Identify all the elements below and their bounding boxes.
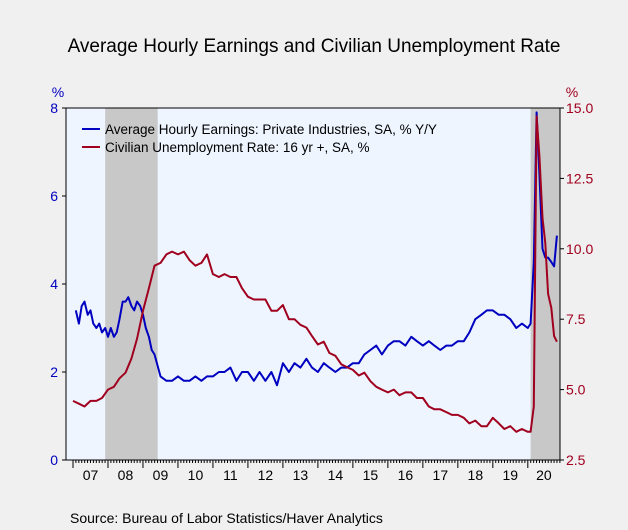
x-tick-label: 09 (153, 467, 169, 483)
earnings-line (74, 111, 558, 387)
x-tick-label: 12 (258, 467, 274, 483)
right-tick-label: 5.0 (566, 382, 586, 398)
x-tick-label: 08 (118, 467, 134, 483)
left-tick-label: 4 (50, 276, 58, 292)
x-tick-label: 19 (503, 467, 519, 483)
source-note: Source: Bureau of Labor Statistics/Haver… (70, 510, 383, 526)
left-tick-label: 6 (50, 188, 58, 204)
x-tick-label: 18 (468, 467, 484, 483)
right-tick-label: 7.5 (566, 311, 586, 327)
x-tick-label: 11 (223, 467, 238, 483)
right-tick-label: 15.0 (566, 100, 593, 116)
left-tick-label: 0 (50, 452, 58, 468)
x-tick-label: 13 (293, 467, 309, 483)
series-lines (72, 111, 558, 433)
right-axis-unit: % (566, 84, 578, 100)
unemployment-line (72, 115, 558, 433)
x-tick-label: 16 (398, 467, 414, 483)
x-tick-label: 15 (363, 467, 379, 483)
right-tick-label: 10.0 (566, 241, 593, 257)
chart-title: Average Hourly Earnings and Civilian Une… (68, 36, 561, 57)
left-tick-label: 2 (50, 364, 58, 380)
left-tick-label: 8 (50, 100, 58, 116)
left-axis-unit: % (52, 84, 64, 100)
legend-label: Civilian Unemployment Rate: 16 yr +, SA,… (105, 140, 369, 155)
right-tick-label: 12.5 (566, 170, 593, 186)
x-tick-label: 20 (536, 467, 552, 483)
x-tick-label: 10 (188, 467, 204, 483)
legend-label: Average Hourly Earnings: Private Industr… (105, 122, 437, 137)
x-tick-label: 14 (328, 467, 344, 483)
legend: Average Hourly Earnings: Private Industr… (82, 122, 437, 155)
right-tick-label: 2.5 (566, 452, 586, 468)
x-tick-label: 07 (83, 467, 99, 483)
axes: 0 2 4 6 8 2.5 5.0 7.5 10.0 12.5 15.0 07 08 09 10 11 12 13… (50, 100, 593, 483)
x-tick-label: 17 (433, 467, 449, 483)
